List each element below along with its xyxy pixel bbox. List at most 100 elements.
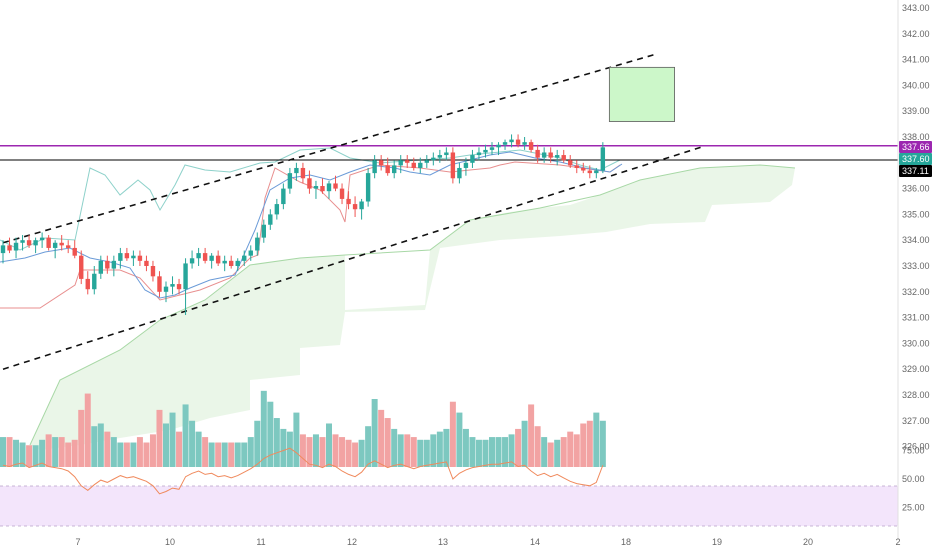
candle-body[interactable] <box>561 155 566 161</box>
candle-body[interactable] <box>287 173 293 189</box>
candle-body[interactable] <box>0 245 6 254</box>
candle-body[interactable] <box>359 201 364 210</box>
candle-body[interactable] <box>528 142 534 150</box>
candle-body[interactable] <box>300 167 306 179</box>
candle-body[interactable] <box>320 186 325 192</box>
candle-body[interactable] <box>144 260 149 266</box>
candle-body[interactable] <box>398 160 403 166</box>
candle-body[interactable] <box>574 165 579 168</box>
candle-body[interactable] <box>450 152 456 179</box>
candle-body[interactable] <box>470 155 475 163</box>
candle-body[interactable] <box>137 255 143 261</box>
candle-body[interactable] <box>229 260 234 266</box>
candle-body[interactable] <box>202 253 208 261</box>
candle-body[interactable] <box>131 255 136 259</box>
candle-body[interactable] <box>313 186 319 189</box>
candle-body[interactable] <box>222 260 227 264</box>
candle-body[interactable] <box>522 142 527 145</box>
candle-body[interactable] <box>333 183 338 189</box>
candle-body[interactable] <box>457 167 462 179</box>
candle-body[interactable] <box>339 188 345 199</box>
candle-body[interactable] <box>431 157 436 161</box>
candle-body[interactable] <box>405 160 410 163</box>
target-box[interactable] <box>608 66 675 122</box>
candle-body[interactable] <box>26 240 32 246</box>
candle-body[interactable] <box>424 160 429 163</box>
candle-body[interactable] <box>59 242 64 246</box>
candle-body[interactable] <box>111 260 117 269</box>
candle-body[interactable] <box>261 224 266 238</box>
candle-body[interactable] <box>196 253 201 259</box>
candle-body[interactable] <box>72 247 77 256</box>
candle-body[interactable] <box>352 204 358 210</box>
candle-body[interactable] <box>307 178 312 189</box>
candle-body[interactable] <box>170 284 175 287</box>
candle-body[interactable] <box>515 139 521 145</box>
candle-body[interactable] <box>483 149 488 153</box>
candle-body[interactable] <box>13 242 19 251</box>
candle-body[interactable] <box>66 245 71 248</box>
rsi-line[interactable] <box>2 447 604 495</box>
candle-body[interactable] <box>444 152 449 156</box>
candle-body[interactable] <box>248 250 253 256</box>
candle-body[interactable] <box>183 263 188 290</box>
time-tick-label: 11 <box>256 537 265 547</box>
candle-body[interactable] <box>163 286 169 292</box>
candle-body[interactable] <box>52 242 58 248</box>
channel-line-1[interactable] <box>2 146 701 370</box>
candle-body[interactable] <box>215 255 221 264</box>
candle-body[interactable] <box>20 240 25 243</box>
candle-body[interactable] <box>281 188 286 205</box>
candle-body[interactable] <box>392 165 397 174</box>
candle-body[interactable] <box>568 160 573 166</box>
candle-body[interactable] <box>509 139 514 143</box>
candle-body[interactable] <box>235 260 240 266</box>
candle-body[interactable] <box>378 160 384 166</box>
candle-body[interactable] <box>476 152 482 156</box>
candle-body[interactable] <box>541 152 547 158</box>
candle-body[interactable] <box>85 278 90 290</box>
candle-body[interactable] <box>581 167 586 171</box>
candle-body[interactable] <box>594 170 599 174</box>
candle-body[interactable] <box>209 255 214 261</box>
candle-body[interactable] <box>189 258 195 264</box>
candle-body[interactable] <box>118 253 123 261</box>
candle-body[interactable] <box>372 160 377 174</box>
candle-body[interactable] <box>600 147 606 171</box>
candle-body[interactable] <box>437 155 443 158</box>
candle-body[interactable] <box>346 198 351 205</box>
candle-body[interactable] <box>46 237 51 248</box>
candle-body[interactable] <box>326 183 332 192</box>
candle-body[interactable] <box>92 273 97 290</box>
candle-body[interactable] <box>255 237 260 251</box>
candle-body[interactable] <box>7 245 12 251</box>
candle-body[interactable] <box>157 276 162 292</box>
channel-line-0[interactable] <box>2 53 656 244</box>
candle-body[interactable] <box>176 284 182 290</box>
candle-body[interactable] <box>385 165 390 174</box>
candle-body[interactable] <box>496 144 501 148</box>
candle-body[interactable] <box>39 237 45 241</box>
candle-body[interactable] <box>124 253 130 259</box>
candle-body[interactable] <box>79 255 84 279</box>
candle-body[interactable] <box>418 162 423 168</box>
candle-body[interactable] <box>365 173 371 202</box>
candle-body[interactable] <box>268 214 273 225</box>
candle-body[interactable] <box>502 142 508 145</box>
candle-body[interactable] <box>535 149 540 158</box>
candle-body[interactable] <box>274 204 280 215</box>
candle-body[interactable] <box>548 152 553 158</box>
candle-body[interactable] <box>242 255 247 261</box>
candle-body[interactable] <box>33 240 38 246</box>
candle-body[interactable] <box>411 162 416 168</box>
candle-body[interactable] <box>587 170 592 174</box>
candle-body[interactable] <box>463 162 469 168</box>
candle-body[interactable] <box>294 167 299 174</box>
price-tick-label: 334.00 <box>902 235 930 245</box>
candle-body[interactable] <box>555 155 560 158</box>
candle-body[interactable] <box>105 260 110 269</box>
candle-body[interactable] <box>98 260 103 274</box>
candle-body[interactable] <box>489 147 495 150</box>
candle-body[interactable] <box>150 266 156 277</box>
